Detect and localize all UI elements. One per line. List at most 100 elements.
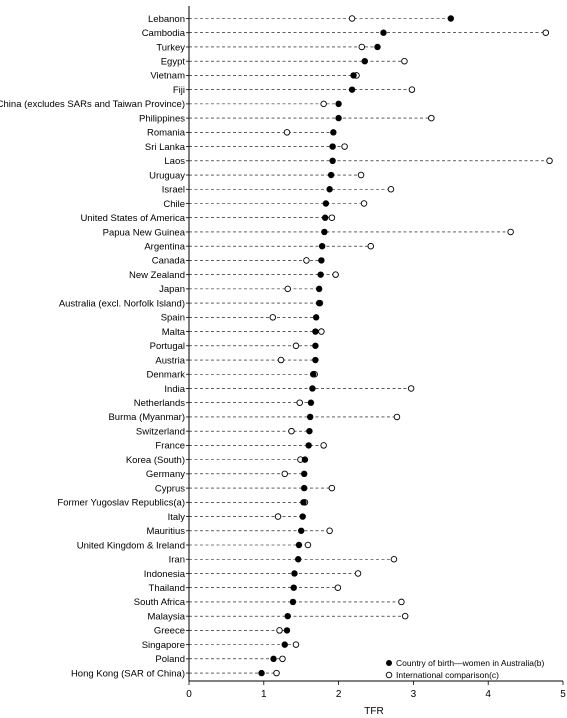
- international-comparison-point: [328, 214, 336, 221]
- country-of-birth-point: [326, 186, 333, 193]
- category-label: Greece: [154, 626, 185, 637]
- international-comparison-point: [304, 541, 312, 549]
- category-label: Egypt: [161, 56, 186, 67]
- international-comparison-point: [303, 257, 310, 264]
- category-label: Netherlands: [134, 398, 185, 409]
- country-of-birth-point: [300, 470, 308, 478]
- category-label: Italy: [168, 512, 186, 523]
- country-of-birth-point: [318, 257, 325, 264]
- category-label: Mauritius: [146, 526, 185, 537]
- category-label: Canada: [152, 256, 186, 267]
- category-label: South Africa: [134, 597, 186, 608]
- international-comparison-point: [408, 86, 416, 93]
- international-comparison-point: [273, 669, 280, 677]
- international-comparison-point: [360, 200, 368, 207]
- category-label: Former Yugoslav Republics(a): [57, 498, 185, 509]
- country-of-birth-point: [315, 299, 323, 307]
- category-label: United Kingdom & Ireland: [77, 540, 185, 551]
- country-of-birth-point: [300, 484, 308, 492]
- category-label: Romania: [147, 128, 186, 139]
- country-of-birth-point: [327, 171, 335, 179]
- country-of-birth-point: [270, 655, 277, 663]
- international-comparison-point: [320, 442, 327, 449]
- legend-label-international: International comparison(c): [396, 670, 499, 680]
- category-label: Papua New Guinea: [103, 227, 186, 238]
- category-label: New Zealand: [129, 270, 185, 281]
- category-label: Hong Kong (SAR of China): [71, 668, 185, 679]
- category-label: Uruguay: [149, 170, 185, 181]
- country-of-birth-point: [301, 456, 309, 463]
- country-of-birth-point: [312, 314, 320, 321]
- country-of-birth-point: [306, 413, 314, 421]
- international-comparison-point: [283, 129, 291, 136]
- country-of-birth-point: [284, 612, 291, 620]
- category-label: Cambodia: [142, 28, 186, 39]
- international-comparison-point: [357, 171, 365, 179]
- category-label: Cyprus: [155, 483, 185, 494]
- x-tick-label: 4: [485, 689, 491, 700]
- category-label: Spain: [161, 313, 185, 324]
- country-of-birth-point: [350, 72, 357, 79]
- international-comparison-point: [387, 186, 395, 193]
- country-of-birth-point: [289, 598, 297, 606]
- category-label: Iran: [169, 555, 185, 566]
- international-comparison-point: [507, 228, 514, 236]
- country-of-birth-point: [295, 556, 302, 563]
- category-label: Korea (South): [126, 455, 185, 466]
- x-tick-label: 5: [560, 689, 566, 700]
- category-label: Fiji: [173, 85, 185, 96]
- country-of-birth-point: [312, 328, 319, 335]
- international-comparison-point: [393, 413, 401, 421]
- category-label: Germany: [146, 469, 185, 480]
- category-label: Austria: [155, 355, 185, 366]
- category-label: Malaysia: [148, 611, 186, 622]
- international-comparison-point: [277, 356, 285, 364]
- category-label: Vietnam: [150, 71, 185, 82]
- country-of-birth-point: [374, 43, 381, 51]
- category-label: Poland: [155, 654, 185, 665]
- category-label: Australia (excl. Norfolk Island): [59, 298, 185, 309]
- international-comparison-point: [341, 143, 348, 150]
- international-comparison-point: [292, 342, 300, 350]
- country-of-birth-point: [329, 157, 336, 164]
- country-of-birth-point: [281, 641, 288, 648]
- country-of-birth-point: [291, 570, 298, 577]
- x-tick-label: 1: [261, 689, 267, 700]
- country-of-birth-point: [312, 356, 319, 364]
- category-label: Turkey: [156, 42, 185, 53]
- category-label: Japan: [159, 284, 185, 295]
- international-comparison-point: [367, 242, 375, 250]
- international-comparison-point: [292, 641, 300, 648]
- country-of-birth-point: [290, 584, 297, 591]
- international-comparison-point: [546, 157, 553, 165]
- x-axis-title: TFR: [364, 706, 383, 717]
- category-labels: Lebanon Cambodia Turkey Egypt Vietnam Fiji Chi…: [0, 14, 189, 679]
- country-of-birth-point: [335, 100, 342, 108]
- country-of-birth-point: [309, 385, 316, 392]
- x-tick-label: 3: [411, 689, 417, 700]
- category-label: France: [155, 441, 185, 452]
- category-label: Indonesia: [144, 569, 186, 580]
- international-comparison-point: [401, 612, 409, 620]
- legend: Country of birth—women in Australia(b) I…: [385, 658, 545, 680]
- category-label: Chile: [163, 199, 185, 210]
- category-label: Burma (Myanmar): [108, 412, 185, 423]
- data-markers: [258, 15, 553, 677]
- country-of-birth-point: [447, 15, 454, 22]
- legend-marker-international: [385, 671, 393, 679]
- country-of-birth-point: [317, 271, 324, 278]
- category-label: Denmark: [146, 370, 185, 381]
- x-axis-ticks: 0 1 2 3 4 5: [186, 681, 566, 700]
- connector-lines: [189, 18, 550, 674]
- category-label: Lebanon: [148, 14, 185, 25]
- country-of-birth-point: [309, 371, 317, 378]
- category-label: Philippines: [139, 113, 185, 124]
- international-comparison-point: [318, 328, 325, 335]
- category-label: Malta: [162, 327, 186, 338]
- category-label: Laos: [164, 156, 185, 167]
- international-comparison-point: [390, 555, 398, 563]
- legend-marker-country-of-birth: [386, 660, 392, 666]
- international-comparison-point: [358, 43, 366, 51]
- country-of-birth-point: [283, 627, 291, 634]
